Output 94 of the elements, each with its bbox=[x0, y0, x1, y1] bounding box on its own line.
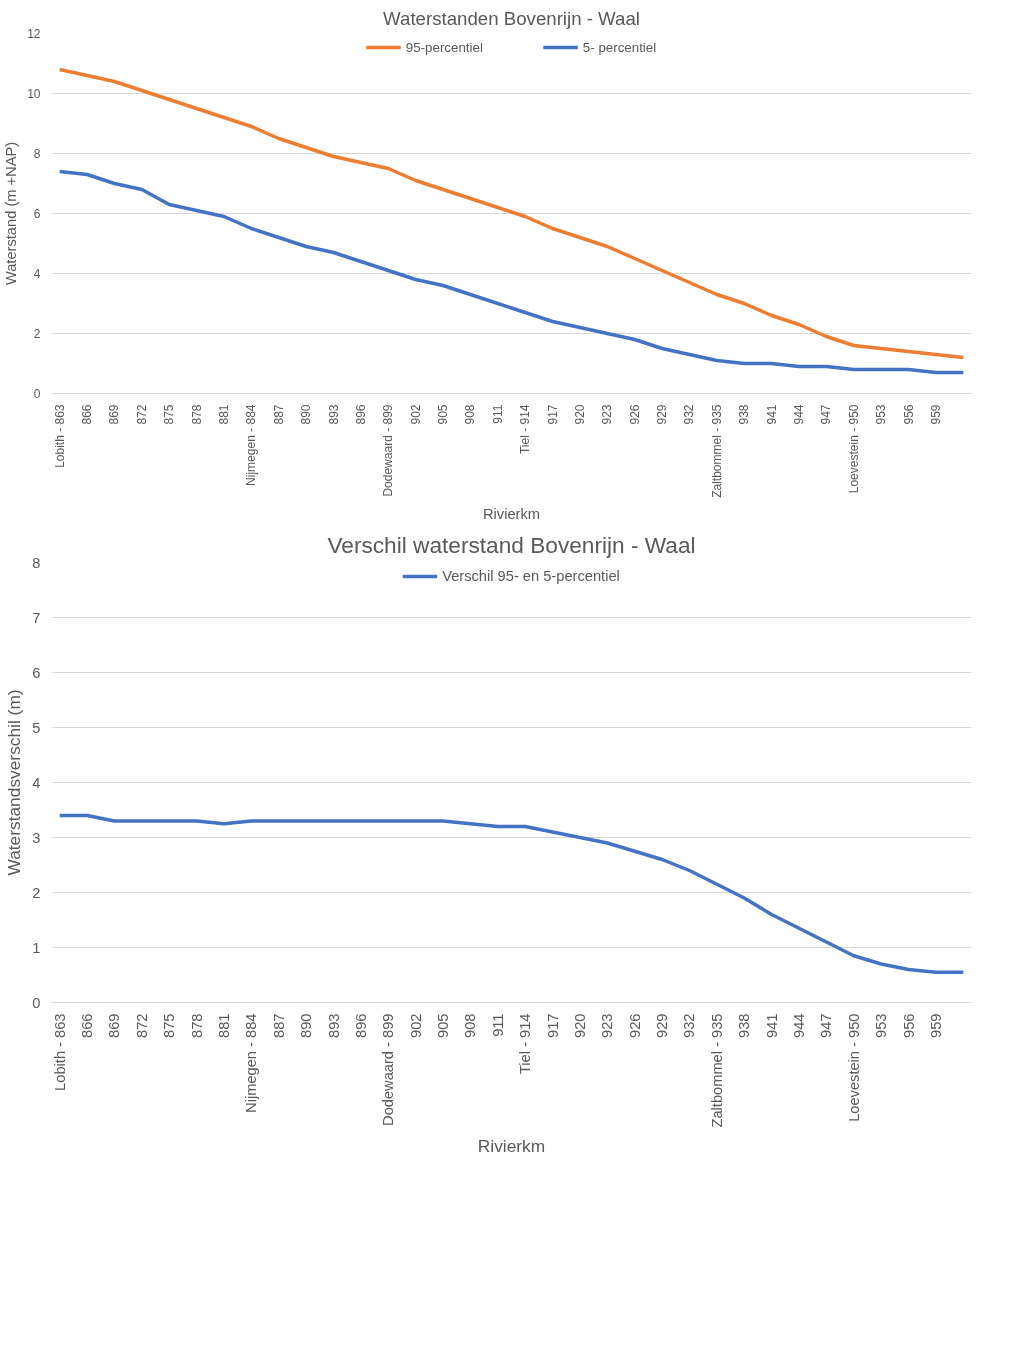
legend-label: 95-percentiel bbox=[405, 39, 483, 55]
x-tick-label: 905 bbox=[435, 1013, 452, 1038]
y-tick-label: 5 bbox=[32, 719, 41, 736]
x-tick-label: 956 bbox=[900, 1013, 917, 1038]
x-tick-label: 920 bbox=[571, 1013, 588, 1038]
y-axis-title: Waterstandsverschil (m) bbox=[4, 689, 25, 876]
y-tick-label: 6 bbox=[33, 207, 41, 221]
x-tick-label: 872 bbox=[133, 1013, 150, 1038]
x-tick-label: 908 bbox=[462, 1013, 479, 1038]
x-tick-label: Loevestein - 950 bbox=[845, 1013, 862, 1122]
x-tick-label: 929 bbox=[655, 404, 670, 425]
y-tick-label: 2 bbox=[33, 327, 41, 341]
x-tick-label: 887 bbox=[270, 1013, 287, 1038]
x-tick-label: Loevestein - 950 bbox=[846, 404, 861, 494]
y-tick-label: 6 bbox=[32, 664, 41, 681]
x-tick-label: 911 bbox=[490, 404, 505, 424]
y-tick-label: 4 bbox=[33, 267, 41, 281]
x-tick-label: 866 bbox=[79, 1013, 96, 1038]
x-tick-label: 926 bbox=[626, 1013, 643, 1038]
y-tick-label: 0 bbox=[32, 994, 41, 1011]
x-tick-label: 902 bbox=[408, 404, 423, 425]
x-tick-label: 878 bbox=[189, 404, 204, 425]
x-tick-label: 902 bbox=[407, 1013, 424, 1038]
x-axis-title: Rivierkm bbox=[477, 1135, 546, 1156]
x-tick-label: 959 bbox=[928, 404, 943, 425]
x-tick-label: Zaltbommel - 935 bbox=[709, 404, 724, 498]
x-tick-label: 953 bbox=[873, 1013, 890, 1038]
y-tick-label: 1 bbox=[32, 939, 41, 956]
chart-title: Waterstanden Bovenrijn - Waal bbox=[383, 7, 640, 29]
x-tick-label: 872 bbox=[134, 404, 149, 425]
x-tick-label: 893 bbox=[325, 1013, 342, 1038]
x-tick-label: 932 bbox=[681, 1013, 698, 1038]
y-tick-label: 8 bbox=[32, 554, 41, 571]
x-tick-label: 929 bbox=[654, 1013, 671, 1038]
x-tick-label: 875 bbox=[162, 404, 177, 425]
x-tick-label: 917 bbox=[545, 404, 560, 425]
x-tick-label: Tiel - 914 bbox=[517, 1013, 534, 1075]
x-tick-label: 941 bbox=[764, 404, 779, 425]
line-series bbox=[57, 169, 966, 375]
x-tick-label: 938 bbox=[736, 1013, 753, 1038]
x-tick-label: 920 bbox=[572, 404, 587, 425]
x-tick-label: 878 bbox=[188, 1013, 205, 1038]
x-tick-label: 905 bbox=[436, 404, 451, 425]
x-tick-label: Zaltbommel - 935 bbox=[708, 1013, 725, 1128]
x-tick-label: 938 bbox=[737, 404, 752, 425]
y-tick-label: 0 bbox=[33, 387, 41, 401]
x-tick-label: 911 bbox=[489, 1013, 506, 1037]
y-tick-label: 3 bbox=[32, 829, 41, 846]
y-tick-label: 7 bbox=[32, 609, 41, 626]
x-tick-label: 941 bbox=[763, 1013, 780, 1038]
y-axis-title: Waterstand (m +NAP) bbox=[3, 141, 20, 286]
y-tick-label: 8 bbox=[33, 147, 41, 161]
x-tick-label: Nijmegen - 884 bbox=[244, 404, 259, 486]
x-tick-label: 908 bbox=[463, 404, 478, 425]
x-tick-label: Nijmegen - 884 bbox=[243, 1013, 260, 1113]
x-tick-label: 896 bbox=[353, 404, 368, 425]
x-tick-label: Lobith - 863 bbox=[52, 404, 67, 468]
line-series bbox=[57, 813, 966, 974]
x-tick-label: 944 bbox=[792, 404, 806, 425]
x-tick-label: Lobith - 863 bbox=[51, 1013, 68, 1091]
y-tick-label: 2 bbox=[32, 884, 41, 901]
x-tick-label: 890 bbox=[298, 1013, 315, 1038]
x-tick-label: 932 bbox=[682, 404, 697, 425]
x-tick-label: Dodewaard - 899 bbox=[381, 404, 396, 497]
line-series bbox=[57, 67, 966, 360]
x-tick-label: 896 bbox=[352, 1013, 369, 1038]
x-tick-label: Tiel - 914 bbox=[518, 404, 533, 455]
y-tick-label: 4 bbox=[32, 774, 41, 791]
legend-label: Verschil 95- en 5-percentiel bbox=[442, 568, 620, 584]
x-tick-label: 926 bbox=[627, 404, 642, 425]
legend-label: 5- percentiel bbox=[582, 39, 657, 55]
x-tick-label: 881 bbox=[217, 404, 231, 425]
x-tick-label: 959 bbox=[927, 1013, 944, 1038]
x-tick-label: 890 bbox=[299, 404, 314, 425]
x-tick-label: 917 bbox=[544, 1013, 561, 1038]
x-tick-label: 869 bbox=[106, 1013, 123, 1038]
x-tick-label: 953 bbox=[874, 404, 889, 425]
x-tick-label: 869 bbox=[107, 404, 122, 425]
x-tick-label: 923 bbox=[599, 1013, 616, 1038]
y-tick-label: 10 bbox=[27, 87, 41, 101]
x-tick-label: 947 bbox=[819, 404, 834, 425]
x-tick-label: Dodewaard - 899 bbox=[380, 1013, 397, 1126]
x-tick-label: 875 bbox=[161, 1013, 178, 1038]
x-tick-label: 893 bbox=[326, 404, 341, 425]
y-tick-label: 12 bbox=[27, 27, 41, 41]
x-axis-title: Rivierkm bbox=[483, 505, 540, 522]
x-tick-label: 866 bbox=[80, 404, 95, 425]
x-tick-label: 923 bbox=[600, 404, 615, 425]
x-tick-label: 887 bbox=[271, 404, 286, 425]
x-tick-label: 881 bbox=[216, 1013, 232, 1038]
x-tick-label: 947 bbox=[818, 1013, 835, 1038]
chart-title: Verschil waterstand Bovenrijn - Waal bbox=[327, 531, 696, 558]
x-tick-label: 944 bbox=[791, 1013, 807, 1038]
x-tick-label: 956 bbox=[901, 404, 916, 425]
